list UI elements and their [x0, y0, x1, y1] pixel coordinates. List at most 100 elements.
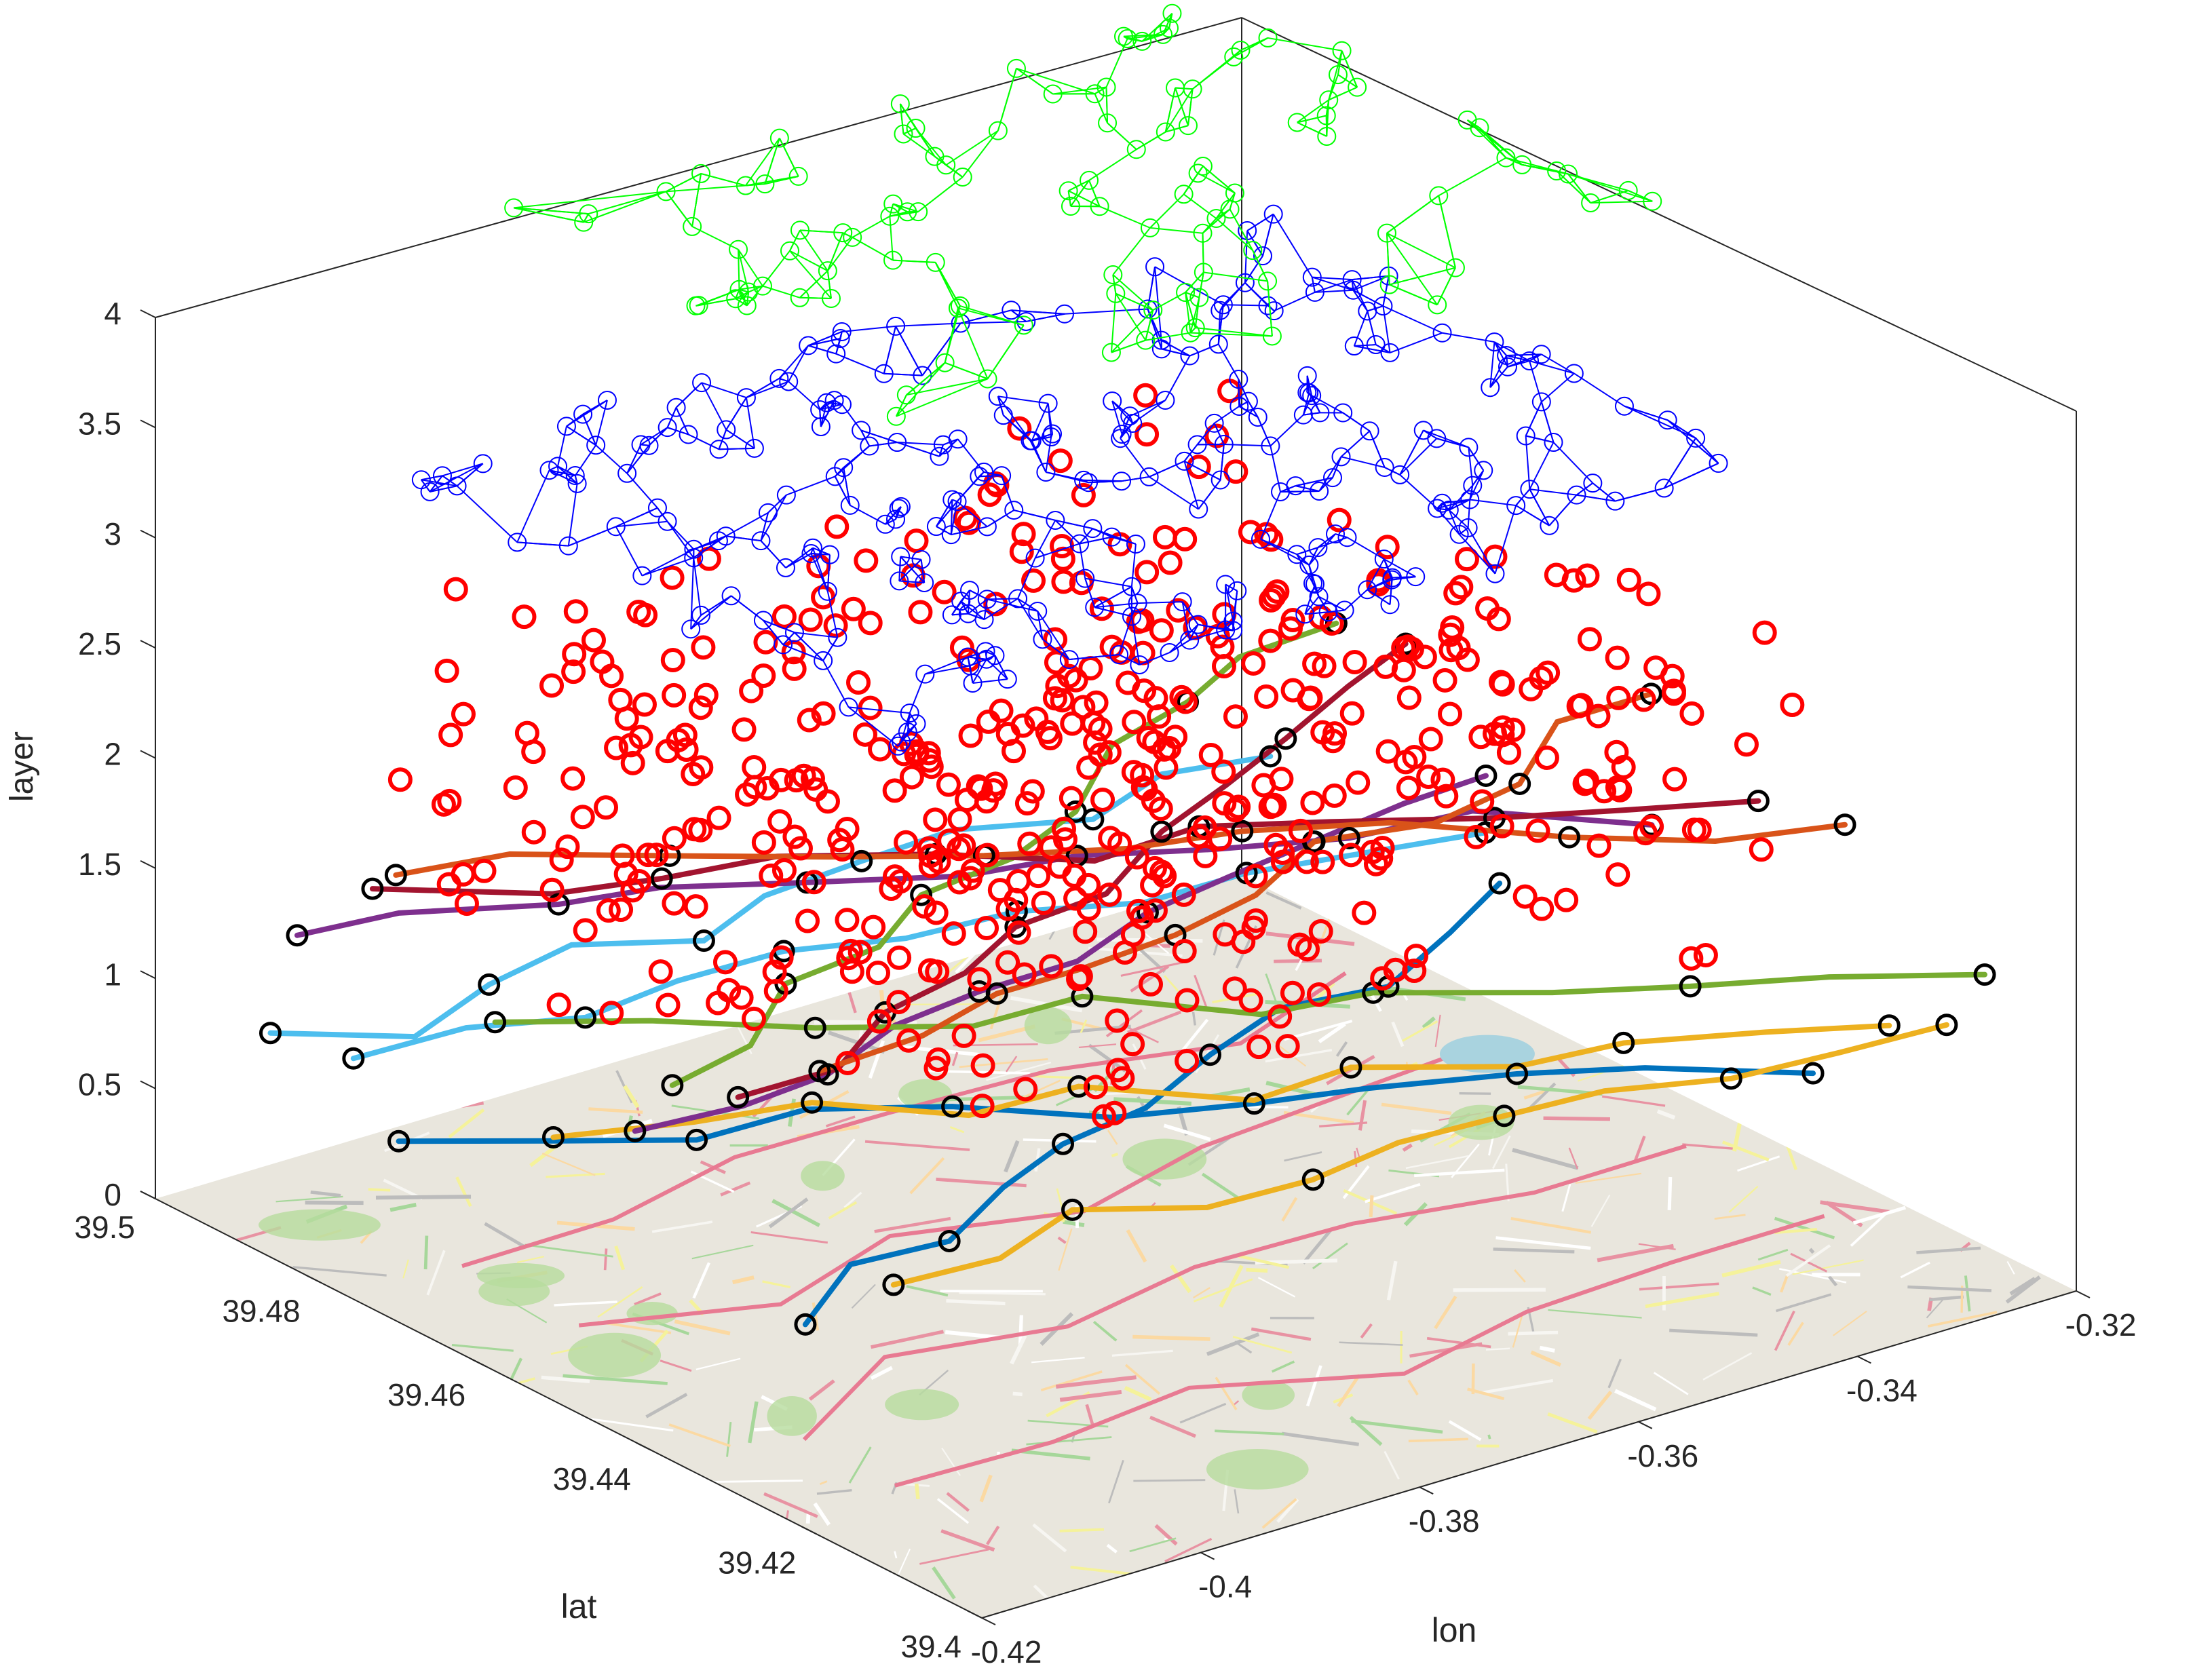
blue-network-node [1520, 351, 1540, 371]
green-network-node [833, 223, 853, 243]
blue-network-node [1229, 396, 1249, 416]
red-stop-marker [451, 862, 476, 887]
green-network-edge [987, 324, 1025, 379]
red-stop-marker [549, 847, 574, 872]
transit-line [816, 691, 1654, 1074]
red-stop-marker [1186, 455, 1211, 480]
red-stop-marker [798, 607, 823, 632]
green-network-node [790, 288, 809, 307]
green-network-edge [1110, 293, 1117, 353]
green-network-node [1183, 79, 1202, 99]
blue-network-edge [984, 598, 1018, 621]
blue-network-edge [810, 547, 814, 554]
map-street [651, 1220, 713, 1233]
blue-network-edge [516, 469, 550, 543]
map-street [1301, 1227, 1334, 1265]
red-stop-marker [894, 830, 919, 855]
blue-network-edge [1382, 305, 1391, 353]
map-street [1702, 1352, 1753, 1381]
green-network-node [683, 216, 702, 236]
map-street [1639, 1282, 1719, 1291]
red-stop-marker [1605, 645, 1630, 670]
blue-network-node [1103, 391, 1122, 411]
red-stop-marker [958, 723, 983, 748]
blue-network-node [1297, 383, 1317, 402]
blue-network-node [1333, 403, 1353, 423]
red-stop-marker [1129, 905, 1154, 930]
green-network-node [755, 174, 775, 194]
green-network-edge [957, 307, 989, 379]
black-stop-marker [938, 1229, 961, 1252]
red-stop-marker [1490, 672, 1515, 697]
green-network-node [1160, 18, 1179, 38]
map-street [946, 1492, 970, 1512]
red-stop-marker [866, 961, 891, 986]
green-network-edge [1094, 86, 1107, 95]
map-street [1124, 1364, 1161, 1395]
blue-network-node [1122, 577, 1141, 596]
blue-network-edge [641, 444, 649, 446]
red-stop-marker [706, 990, 731, 1016]
red-stop-marker [1679, 946, 1704, 971]
green-network-edge [665, 191, 693, 227]
black-stop-marker [650, 867, 673, 890]
blue-network-node [708, 531, 728, 551]
blue-network-edge [899, 580, 925, 583]
green-network-edge [1590, 189, 1628, 204]
blue-network-node [736, 388, 756, 408]
blue-network-edge [566, 425, 596, 446]
map-street [623, 1085, 640, 1108]
green-network-node [1332, 41, 1352, 60]
map-street [1130, 965, 1170, 992]
blue-network-node [1544, 433, 1563, 452]
blue-network-edge [869, 442, 898, 447]
green-network-edge [903, 128, 916, 135]
green-network-node [574, 212, 594, 232]
red-stop-marker [917, 836, 942, 861]
map-street [389, 1203, 417, 1212]
blue-network-edge [1026, 313, 1065, 322]
green-network-node [909, 202, 928, 222]
red-stop-marker [1122, 710, 1147, 735]
blue-network-node [1033, 630, 1052, 649]
blue-network-edge [1223, 444, 1271, 447]
map-street [936, 1498, 970, 1524]
red-stop-marker [1006, 920, 1031, 945]
blue-network-edge [950, 499, 953, 535]
green-network-node [898, 202, 917, 222]
blue-network-edge [819, 404, 843, 410]
black-stop-marker [803, 1016, 826, 1039]
blue-network-edge [1079, 528, 1094, 545]
map-street [1251, 1327, 1312, 1341]
red-stop-marker [437, 788, 462, 813]
red-stop-marker [824, 514, 850, 539]
blue-network-edge [1384, 558, 1416, 578]
blue-network-edge [960, 600, 969, 615]
map-street [951, 1051, 959, 1066]
x-tick-label: -0.36 [1627, 1438, 1698, 1473]
red-stop-marker [904, 528, 929, 554]
blue-network-node [684, 539, 704, 559]
blue-network-edge [1189, 629, 1226, 641]
blue-network-node [639, 436, 659, 455]
green-network-edge [1215, 192, 1236, 219]
red-stop-marker [560, 766, 586, 791]
black-stop-marker [1150, 820, 1173, 843]
green-network-edge [1202, 218, 1217, 234]
blue-network-node [1531, 392, 1551, 412]
map-street [1422, 1016, 1436, 1029]
map-street [762, 1280, 791, 1289]
red-stop-marker [981, 778, 1006, 803]
red-stop-marker [1171, 882, 1196, 907]
green-network-node [1348, 77, 1367, 97]
map-street [668, 1423, 731, 1448]
blue-network-node [1463, 476, 1483, 495]
blue-network-edge [1592, 482, 1616, 502]
map-street [1512, 1315, 1523, 1348]
red-stop-marker [1416, 765, 1441, 790]
blue-network-node [1214, 435, 1234, 455]
green-network-node [780, 241, 799, 260]
red-stop-marker [923, 807, 948, 832]
red-stop-marker [1163, 725, 1188, 750]
map-street [1728, 1185, 1759, 1213]
